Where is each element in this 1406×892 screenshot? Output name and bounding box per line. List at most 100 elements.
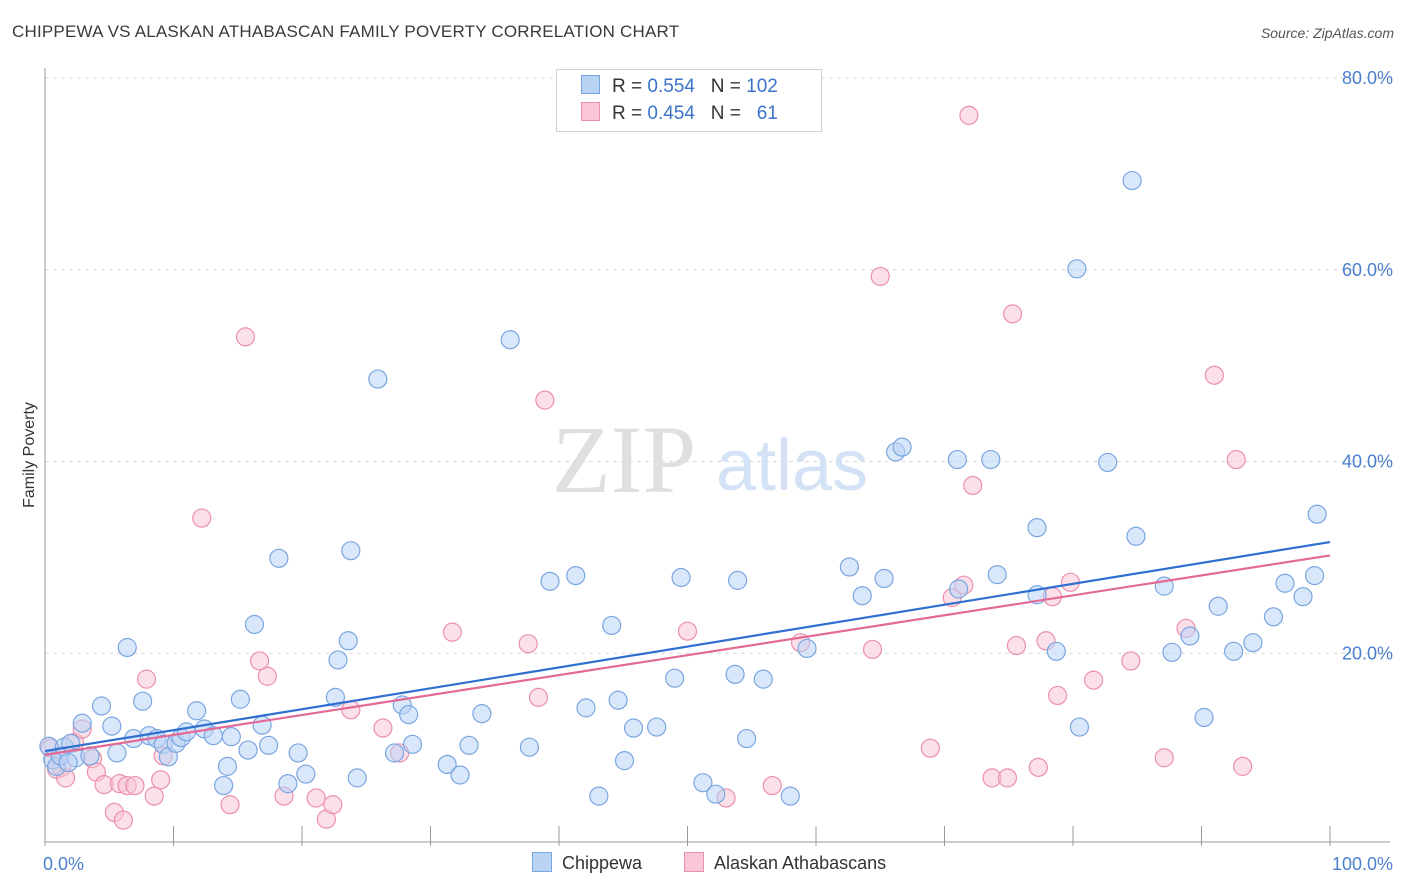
athabascan-point-49 <box>1028 757 1048 777</box>
chippewa-point-48 <box>450 765 470 785</box>
athabascan-point-39 <box>870 266 890 287</box>
chippewa-point-34 <box>278 774 298 794</box>
chippewa-point-97 <box>1275 573 1295 593</box>
chippewa-point-80 <box>987 565 1007 585</box>
legend-row-chippewa: R = 0.554 N = 102 <box>581 75 778 101</box>
chippewa-point-49 <box>459 735 479 755</box>
chippewa-point-79 <box>981 449 1001 470</box>
athabascan-point-28 <box>373 718 393 738</box>
athabascan-point-43 <box>959 105 979 125</box>
athabascan-point-22 <box>257 666 277 686</box>
chippewa-point-27 <box>221 727 241 747</box>
trend-lines <box>44 540 1331 756</box>
chippewa-point-47 <box>437 754 457 775</box>
athabascan-point-34 <box>677 621 698 641</box>
athabascan-point-48 <box>1006 635 1027 656</box>
athabascan-point-19 <box>220 795 240 815</box>
chippewa-point-51 <box>500 330 520 350</box>
chippewa-point-68 <box>737 728 757 749</box>
chippewa-point-96 <box>1263 607 1284 627</box>
legend-n-label: N = <box>710 76 741 97</box>
axes <box>44 68 1390 843</box>
legend-r-label: R = <box>612 103 643 124</box>
chippewa-point-29 <box>238 740 258 760</box>
chippewa-point-95 <box>1243 633 1263 653</box>
chippewa-point-11 <box>107 743 127 763</box>
chippewa-point-53 <box>540 571 560 591</box>
x-tick-label-min: 0.0% <box>43 854 84 874</box>
athabascan-point-15 <box>144 786 164 806</box>
chippewa-point-83 <box>1046 641 1066 661</box>
bottom-legend-athabascan: Alaskan Athabascans <box>684 852 886 878</box>
athabascan-swatch <box>581 102 600 121</box>
y-tick-labels: 20.0% 40.0% 60.0% 80.0% <box>1342 68 1393 663</box>
chippewa-point-100 <box>1307 504 1327 524</box>
chippewa-point-90 <box>1162 642 1182 662</box>
chippewa-point-50 <box>472 704 492 724</box>
chippewa-point-69 <box>753 669 773 689</box>
chippewa-point-58 <box>608 690 628 710</box>
chippewa-point-59 <box>614 751 635 771</box>
chippewa-point-31 <box>252 715 272 735</box>
athabascan-legend-swatch <box>684 852 704 872</box>
athabascan-point-11 <box>113 810 133 830</box>
chippewa-point-39 <box>338 631 358 651</box>
legend-r-value-athabascan: 0.454 <box>647 103 695 124</box>
chippewa-point-33 <box>269 548 289 568</box>
athabascan-point-26 <box>323 795 343 815</box>
x-ticks <box>44 826 1331 846</box>
chippewa-point-60 <box>623 718 644 738</box>
chippewa-point-86 <box>1098 452 1118 473</box>
y-tick-label-20: 20.0% <box>1342 643 1393 663</box>
chippewa-legend-swatch <box>532 852 552 872</box>
athabascan-point-58 <box>1204 365 1224 385</box>
chippewa-point-43 <box>384 743 405 763</box>
athabascan-point-33 <box>535 390 555 410</box>
chippewa-point-98 <box>1293 587 1313 607</box>
athabascan-point-13 <box>125 775 145 796</box>
chippewa-point-54 <box>566 565 586 586</box>
athabascan-point-27 <box>341 700 361 720</box>
chippewa-point-9 <box>91 696 112 716</box>
legend-n-label: N = <box>710 103 741 124</box>
athabascan-trend-line <box>44 554 1331 756</box>
chippewa-point-88 <box>1126 526 1146 546</box>
chippewa-swatch <box>581 75 600 94</box>
legend-row-athabascan: R = 0.454 N = 61 <box>581 102 778 128</box>
athabascan-point-56 <box>1154 748 1174 768</box>
athabascan-point-54 <box>1083 670 1104 690</box>
athabascan-point-59 <box>1226 449 1246 470</box>
chippewa-point-65 <box>706 784 726 804</box>
chippewa-point-78 <box>949 579 969 599</box>
chippewa-point-91 <box>1180 626 1200 646</box>
chippewa-point-64 <box>693 773 713 793</box>
athabascan-point-52 <box>1047 685 1068 706</box>
chippewa-point-94 <box>1224 641 1244 661</box>
chippewa-point-72 <box>839 557 860 577</box>
chippewa-point-74 <box>874 568 894 589</box>
source-label: Source: ZipAtlas.com <box>1260 25 1394 41</box>
chippewa-point-7 <box>72 713 92 733</box>
athabascan-point-40 <box>920 738 940 758</box>
chippewa-point-41 <box>347 768 367 788</box>
athabascan-point-21 <box>249 651 270 671</box>
athabascan-point-14 <box>136 669 157 689</box>
chippewa-point-38 <box>328 650 348 670</box>
chippewa-point-22 <box>187 701 207 721</box>
chippewa-point-56 <box>589 786 609 806</box>
athabascan-point-30 <box>442 622 462 642</box>
chippewa-point-36 <box>296 764 316 784</box>
chippewa-point-52 <box>519 737 540 757</box>
chippewa-trend-line <box>44 540 1331 753</box>
athabascan-point-20 <box>235 327 256 347</box>
chippewa-point-73 <box>852 586 872 606</box>
chippewa-point-92 <box>1194 707 1214 728</box>
chippewa-point-81 <box>1027 518 1047 538</box>
chippewa-point-61 <box>647 717 667 737</box>
athabascan-point-24 <box>306 788 326 808</box>
athabascan-point-16 <box>151 770 171 790</box>
chippewa-point-62 <box>665 668 685 688</box>
legend-r-value-chippewa: 0.554 <box>647 76 695 97</box>
y-axis-label: Family Poverty <box>21 402 38 508</box>
